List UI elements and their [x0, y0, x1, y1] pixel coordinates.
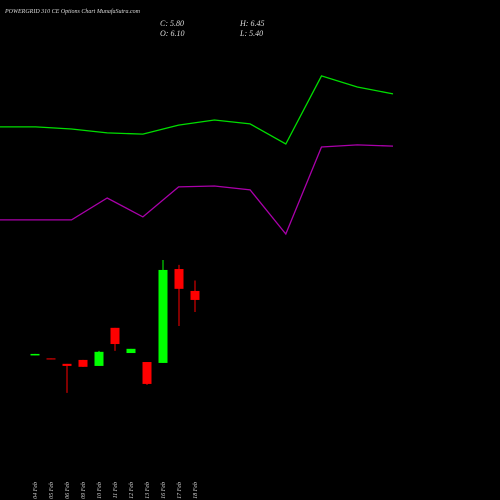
x-tick-label: 18 Feb [193, 482, 199, 499]
header-close: C: 5.80 [160, 19, 184, 28]
x-tick-label: 16 Feb [161, 482, 167, 499]
indicator-line [0, 75, 394, 145]
x-tick-label: 06 Feb [65, 482, 71, 499]
candle-body [62, 363, 72, 366]
candle-body [110, 327, 120, 345]
candle-body [142, 362, 152, 384]
x-tick-label: 13 Feb [145, 482, 151, 499]
header-open: O: 6.10 [160, 29, 184, 38]
candle-body [190, 290, 200, 300]
candle-body [126, 348, 136, 354]
candle-body [94, 351, 104, 366]
header-high: H: 6.45 [239, 19, 264, 28]
candle-body [30, 353, 40, 356]
x-tick-label: 04 Feb [32, 482, 39, 499]
header-low: L: 5.40 [239, 29, 263, 38]
x-tick-label: 12 Feb [129, 482, 135, 499]
x-tick-label: 10 Feb [97, 482, 103, 499]
x-tick-label: 05 Feb [49, 482, 55, 499]
candle-body [78, 359, 88, 367]
x-tick-label: 11 Feb [113, 482, 119, 498]
chart-title: POWERGRID 310 CE Options Chart MunafaSut… [4, 8, 141, 15]
candle-body [174, 269, 184, 289]
indicator-line [0, 144, 394, 236]
x-tick-label: 17 Feb [177, 482, 183, 499]
candle-body [158, 269, 168, 363]
candle-body [46, 358, 56, 360]
x-tick-label: 09 Feb [81, 482, 87, 499]
